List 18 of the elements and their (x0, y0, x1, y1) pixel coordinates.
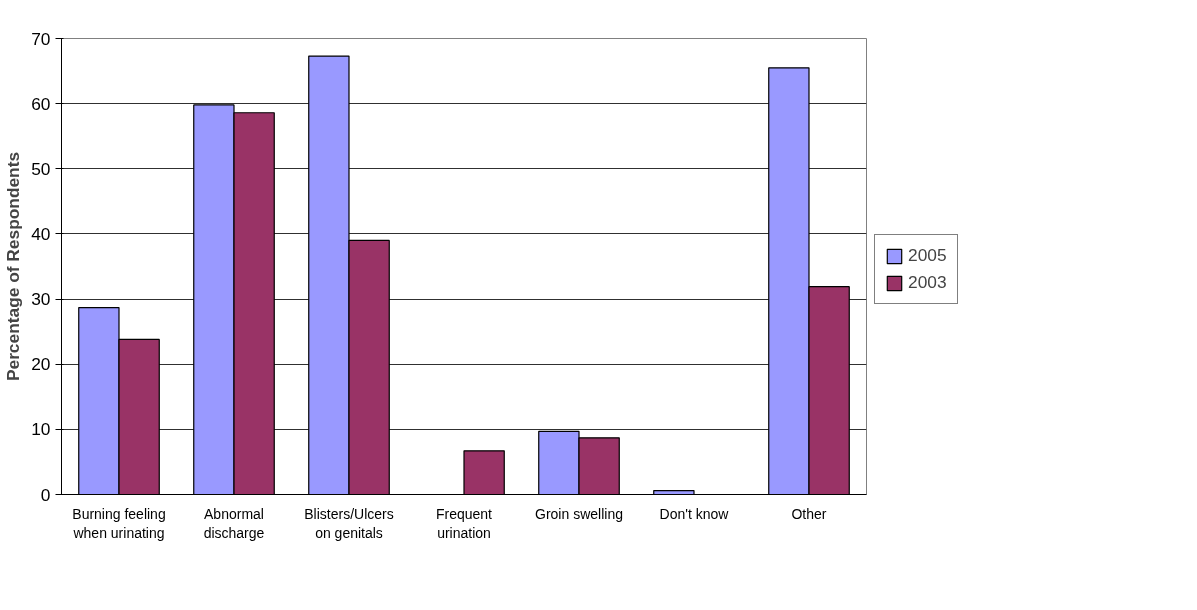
y-tick-label: 20 (31, 354, 51, 375)
x-tick-label: Abnormal discharge (203, 505, 265, 541)
y-tick-label: 40 (31, 223, 51, 244)
x-tick-label: Burning feeling when urinating (72, 505, 166, 541)
y-tick-label: 60 (31, 93, 51, 114)
y-tick-label: 10 (31, 419, 51, 440)
x-tick-label: Don't know (659, 505, 730, 522)
y-axis-title: Percentage of Respondents (3, 151, 24, 382)
y-tick-label: 50 (31, 158, 51, 179)
y-tick-label: 0 (40, 484, 51, 505)
y-tick-label: 70 (31, 28, 51, 49)
x-tick-label: Blisters/Ulcers on genitals (304, 505, 394, 541)
y-tick-label: 30 (31, 289, 51, 310)
x-tick-label: Other (791, 505, 827, 522)
x-tick-label: Frequent urination (435, 505, 493, 541)
legend-label: 2003 (908, 272, 947, 293)
x-tick-label: Groin swelling (535, 505, 623, 522)
legend-label: 2005 (908, 245, 947, 266)
